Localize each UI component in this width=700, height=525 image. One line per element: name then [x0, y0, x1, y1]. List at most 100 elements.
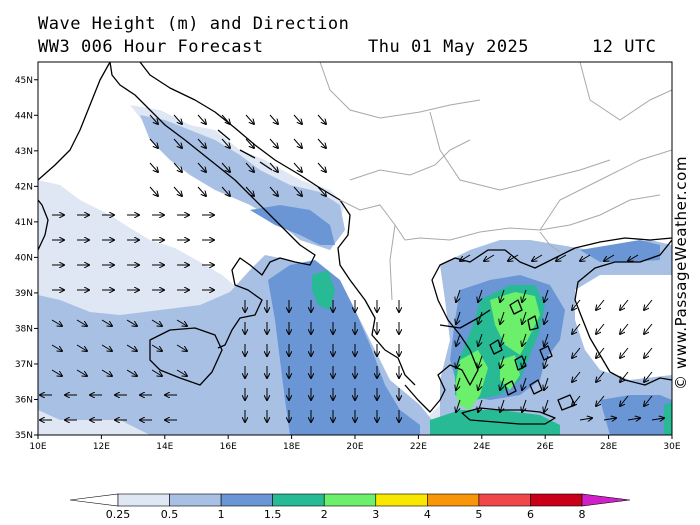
legend-label: 0.5: [161, 508, 179, 521]
direction-arrow: [644, 395, 653, 406]
direction-arrow: [245, 186, 254, 196]
legend-swatch: [323, 493, 377, 507]
lat-label: 41N: [15, 218, 33, 228]
direction-arrow: [603, 418, 616, 420]
direction-arrow: [456, 377, 461, 390]
legend-swatch-high: [581, 493, 631, 507]
direction-arrow: [500, 333, 505, 346]
legend-swatch: [169, 493, 222, 507]
lat-label: 36N: [15, 395, 33, 405]
direction-arrow: [197, 162, 206, 172]
direction-arrow: [644, 299, 653, 310]
direction-arrow: [508, 254, 519, 261]
lat-label: 42N: [15, 182, 33, 192]
legend-label: 2: [321, 508, 328, 521]
direction-arrow: [532, 254, 543, 261]
legend-label: 5: [475, 508, 482, 521]
direction-arrow: [460, 254, 471, 261]
lat-label: 39N: [15, 289, 33, 299]
direction-arrow: [221, 114, 230, 124]
direction-arrow: [293, 138, 302, 148]
direction-arrow: [522, 355, 527, 368]
direction-arrow: [221, 186, 230, 196]
direction-arrow: [456, 289, 461, 302]
direction-arrow: [572, 299, 581, 310]
direction-arrow: [221, 138, 230, 148]
direction-arrow: [478, 333, 483, 346]
direction-arrow: [456, 399, 461, 412]
lon-label: 12E: [93, 442, 110, 452]
direction-arrow: [293, 186, 302, 196]
direction-arrow: [544, 289, 549, 302]
direction-arrow: [644, 371, 653, 382]
legend-swatch: [272, 493, 325, 507]
lat-label: 43N: [15, 147, 33, 157]
direction-arrow: [620, 347, 629, 358]
direction-arrow: [149, 186, 158, 196]
direction-arrow: [456, 333, 461, 346]
direction-arrow: [76, 319, 87, 326]
legend-label: 0.25: [106, 508, 131, 521]
lon-label: 24E: [473, 442, 490, 452]
legend-swatch: [375, 493, 428, 507]
direction-arrow: [620, 323, 629, 334]
model-label: WW3 006 Hour Forecast: [38, 37, 264, 57]
direction-arrow: [544, 377, 549, 390]
direction-arrow: [596, 299, 605, 310]
direction-arrow: [544, 399, 549, 412]
direction-arrow: [245, 114, 254, 124]
direction-arrow: [500, 399, 505, 412]
direction-arrow: [151, 344, 162, 351]
legend-swatch-low: [69, 493, 119, 507]
direction-arrow: [293, 114, 302, 124]
direction-arrow: [596, 323, 605, 334]
country-borders: [319, 62, 672, 301]
lat-label: 37N: [15, 360, 33, 370]
direction-arrow: [126, 344, 137, 351]
lat-label: 35N: [15, 431, 33, 441]
direction-arrow: [51, 369, 62, 376]
direction-arrow: [596, 395, 605, 406]
direction-arrow: [556, 254, 567, 261]
chart-title: Wave Height (m) and Direction: [38, 14, 350, 34]
lat-label: 40N: [15, 253, 33, 263]
direction-arrow: [149, 114, 158, 124]
legend-swatch: [530, 493, 583, 507]
direction-arrow: [456, 311, 461, 324]
direction-arrow: [500, 377, 505, 390]
direction-arrow: [76, 369, 87, 376]
direction-arrow: [126, 369, 137, 376]
direction-arrow: [572, 395, 581, 406]
lat-label: 44N: [15, 111, 33, 121]
direction-arrow: [197, 186, 206, 196]
direction-arrow: [245, 162, 254, 172]
legend-label: 1.5: [264, 508, 282, 521]
direction-arrow: [478, 311, 483, 324]
direction-arrow: [101, 344, 112, 351]
direction-arrow: [544, 311, 549, 324]
direction-arrow: [197, 138, 206, 148]
lon-label: 30E: [663, 442, 680, 452]
direction-arrow: [176, 369, 187, 376]
direction-arrow: [151, 369, 162, 376]
direction-arrow: [317, 162, 326, 172]
lon-label: 18E: [283, 442, 300, 452]
direction-arrow: [456, 355, 461, 368]
lon-label: 22E: [410, 442, 427, 452]
axis-ticks: 10E 12E 14E 16E 18E 20E 22E 24E 26E 28E 30E 35N 36N 3…: [15, 76, 681, 452]
legend-label: 3: [372, 508, 379, 521]
direction-arrow: [101, 319, 112, 326]
direction-arrow: [51, 344, 62, 351]
direction-arrow: [484, 254, 495, 261]
direction-arrow: [173, 162, 182, 172]
direction-arrow: [627, 418, 640, 420]
wave-direction-arrows: [40, 114, 664, 422]
direction-arrow: [173, 138, 182, 148]
direction-arrow: [644, 347, 653, 358]
direction-arrow: [76, 344, 87, 351]
wave-height-legend: 0.25 0.5 1 1.5 2 3 4 5 6 8: [69, 493, 631, 521]
direction-arrow: [628, 254, 639, 261]
direction-arrow: [101, 369, 112, 376]
direction-arrow: [317, 138, 326, 148]
direction-arrow: [620, 299, 629, 310]
